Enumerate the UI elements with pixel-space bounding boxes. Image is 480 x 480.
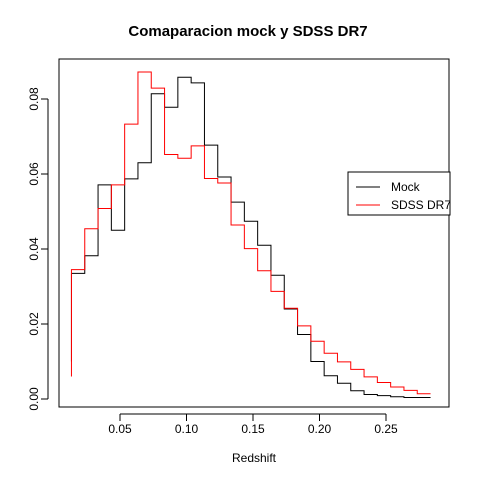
- series-mock-line: [70, 76, 431, 398]
- chart-title: Comaparacion mock y SDSS DR7: [128, 23, 367, 40]
- x-tick-label: 0.05: [108, 422, 132, 436]
- legend-label: Mock: [391, 180, 421, 194]
- x-axis: 0.05 0.10 0.15 0.20 0.25: [108, 413, 398, 436]
- x-tick-label: 0.10: [175, 422, 199, 436]
- series-layer: [70, 71, 431, 398]
- x-tick-label: 0.25: [374, 422, 398, 436]
- y-tick-label: 0.06: [27, 162, 41, 186]
- y-tick-label: 0.04: [27, 237, 41, 261]
- x-axis-label: Redshift: [232, 451, 277, 465]
- legend-label: SDSS DR7: [391, 198, 451, 212]
- y-tick-label: 0.00: [27, 387, 41, 411]
- legend: Mock SDSS DR7: [347, 171, 451, 216]
- y-tick-label: 0.02: [27, 312, 41, 336]
- x-tick-label: 0.15: [241, 422, 265, 436]
- plot-frame: [58, 58, 450, 408]
- y-axis: 0.00 0.02 0.04 0.06 0.08: [27, 87, 49, 411]
- series-sdss-dr7-line: [70, 71, 431, 395]
- legend-box: [347, 171, 451, 216]
- y-tick-label: 0.08: [27, 87, 41, 111]
- x-tick-label: 0.20: [308, 422, 332, 436]
